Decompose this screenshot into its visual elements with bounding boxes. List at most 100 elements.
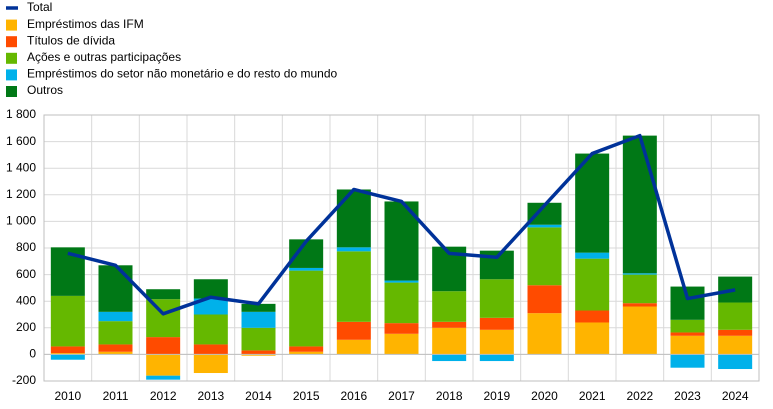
y-tick-label: 600 xyxy=(16,267,36,281)
legend-label: Empréstimos do setor não monetário e do … xyxy=(27,67,337,81)
bar-segment xyxy=(336,251,371,322)
bar-segment xyxy=(384,282,419,324)
legend-label: Ações e outras participações xyxy=(27,50,181,64)
bar-segment xyxy=(289,267,324,271)
y-tick-label: 1 600 xyxy=(6,134,36,148)
bar-segment xyxy=(670,332,705,336)
bar-segment xyxy=(432,291,467,322)
x-tick-label: 2021 xyxy=(579,389,606,403)
bar-segment xyxy=(50,295,85,347)
bar-segment xyxy=(527,224,562,228)
bar-segment xyxy=(575,258,610,311)
bar-segment xyxy=(670,319,705,333)
x-tick-label: 2024 xyxy=(722,389,749,403)
bar-segment xyxy=(479,329,514,355)
y-tick-label: 200 xyxy=(16,320,36,334)
bar-segment xyxy=(193,279,228,299)
bar-segment xyxy=(718,335,753,355)
bar-segment xyxy=(98,351,133,355)
x-tick-label: 2016 xyxy=(340,389,367,403)
bar-segment xyxy=(384,333,419,355)
y-tick-label: 1 000 xyxy=(6,214,36,228)
y-tick-label: -200 xyxy=(12,373,36,387)
y-tick-label: 1 200 xyxy=(6,187,36,201)
bar-segment xyxy=(98,344,133,352)
bar-segment xyxy=(146,299,181,338)
bar-segment xyxy=(527,313,562,355)
bar-segment xyxy=(146,337,181,355)
bar-segment xyxy=(527,285,562,314)
x-tick-label: 2015 xyxy=(293,389,320,403)
bar-segment xyxy=(289,351,324,355)
bar-segment xyxy=(384,280,419,283)
bar-segment xyxy=(622,273,657,275)
x-tick-label: 2019 xyxy=(483,389,510,403)
bar-segment xyxy=(336,321,371,340)
bar-segment xyxy=(670,286,705,320)
bar-segment xyxy=(718,329,753,336)
y-tick-label: 1 400 xyxy=(6,160,36,174)
bar-segment xyxy=(146,289,181,300)
bar-segment xyxy=(336,339,371,355)
x-tick-label: 2023 xyxy=(674,389,701,403)
legend-label: Total xyxy=(27,0,52,14)
bar-segment xyxy=(432,327,467,355)
bar-segment xyxy=(146,375,181,380)
bar-segment xyxy=(432,321,467,328)
y-tick-label: 0 xyxy=(29,347,36,361)
x-tick-label: 2010 xyxy=(54,389,81,403)
bar-segment xyxy=(527,202,562,225)
bar-segment xyxy=(527,227,562,286)
bar-segment xyxy=(670,335,705,355)
bar-segment xyxy=(241,354,276,356)
bar-segment xyxy=(193,298,228,315)
bar-segment xyxy=(241,327,276,351)
bar-segment xyxy=(622,303,657,307)
bar-segment xyxy=(575,310,610,323)
bar-segment xyxy=(98,321,133,345)
bar-segment xyxy=(336,247,371,252)
x-tick-label: 2012 xyxy=(150,389,177,403)
plot-frame xyxy=(43,114,760,382)
y-tick-label: 800 xyxy=(16,240,36,254)
bar-segment xyxy=(622,274,657,304)
bar-segment xyxy=(289,346,324,352)
bar-segment xyxy=(479,317,514,330)
bar-segment xyxy=(50,354,85,360)
bar-segment xyxy=(241,311,276,328)
legend-swatch xyxy=(6,36,17,48)
bar-segment xyxy=(98,311,133,322)
legend-swatch xyxy=(6,19,17,31)
x-tick-label: 2018 xyxy=(436,389,463,403)
bar-segment xyxy=(718,302,753,330)
legend-swatch xyxy=(6,52,17,64)
x-tick-label: 2020 xyxy=(531,389,558,403)
bar-segment xyxy=(98,265,133,312)
bar-segment xyxy=(479,279,514,318)
y-tick-label: 1 800 xyxy=(6,107,36,121)
bar-segment xyxy=(50,346,85,354)
bar-segment xyxy=(193,354,228,374)
legend-label: Empréstimos das IFM xyxy=(27,17,144,31)
x-tick-label: 2013 xyxy=(197,389,224,403)
bar-segment xyxy=(289,270,324,347)
x-tick-label: 2011 xyxy=(103,389,129,403)
legend-swatch xyxy=(6,69,17,81)
bar-segment xyxy=(384,323,419,334)
bar-segment xyxy=(670,354,705,368)
y-tick-label: 400 xyxy=(16,293,36,307)
bar-segment xyxy=(575,153,610,253)
bar-segment xyxy=(622,306,657,355)
bar-segment xyxy=(50,353,85,355)
legend-label: Outros xyxy=(27,83,63,97)
legend-label: Títulos de dívida xyxy=(27,33,115,47)
bar-segment xyxy=(193,314,228,345)
bar-segment xyxy=(241,350,276,355)
bar-segment xyxy=(575,252,610,259)
x-tick-label: 2022 xyxy=(626,389,653,403)
bar-segment xyxy=(718,276,753,303)
x-tick-label: 2017 xyxy=(388,389,415,403)
bar-segment xyxy=(336,189,371,248)
x-tick-label: 2014 xyxy=(245,389,272,403)
